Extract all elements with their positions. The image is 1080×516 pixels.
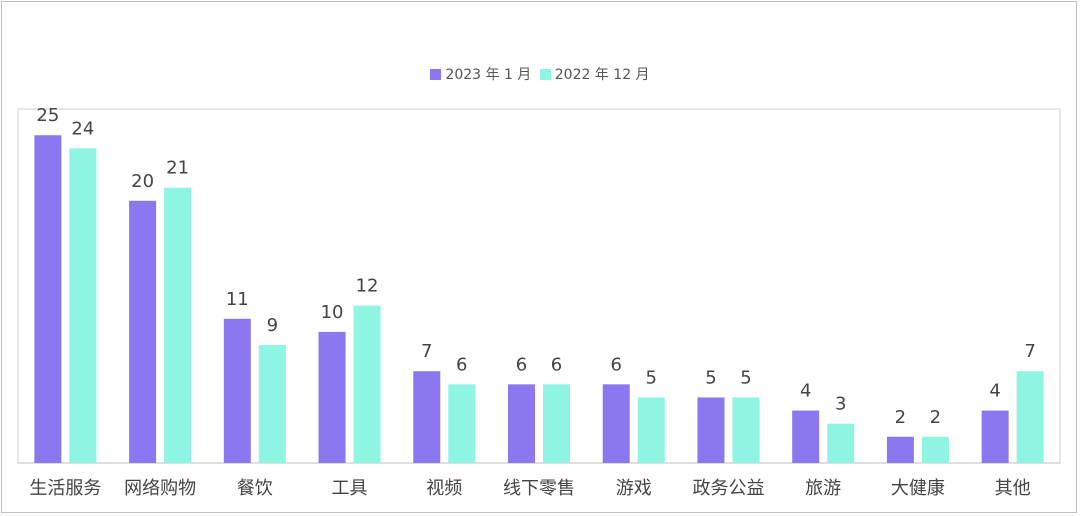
legend-item-series-1: 2023 年 1 月: [430, 64, 531, 84]
bar-2-10: [1016, 371, 1044, 463]
data-label-2-0: 24: [71, 118, 94, 139]
data-label-1-2: 11: [226, 289, 249, 310]
bar-1-7: [697, 397, 725, 463]
bar-2-5: [543, 384, 570, 463]
data-label-1-10: 4: [989, 381, 1000, 402]
bar-1-3: [318, 331, 346, 463]
data-label-1-7: 5: [705, 367, 716, 388]
category-label-6: 游戏: [616, 478, 652, 499]
bar-2-7: [732, 397, 760, 463]
category-label-4: 视频: [426, 478, 462, 499]
bars-group: [34, 135, 1044, 464]
category-label-8: 旅游: [805, 478, 841, 499]
bar-2-4: [448, 384, 476, 463]
bar-2-9: [921, 436, 949, 463]
data-label-1-0: 25: [36, 105, 59, 126]
legend-swatch-series-2: [539, 68, 551, 80]
category-label-10: 其他: [995, 478, 1031, 499]
category-label-7: 政务公益: [692, 478, 764, 499]
data-label-1-5: 6: [516, 354, 527, 375]
category-label-0: 生活服务: [29, 478, 101, 499]
legend-label-series-1: 2023 年 1 月: [445, 67, 532, 83]
category-label-2: 餐饮: [237, 478, 273, 499]
data-label-2-3: 12: [356, 276, 379, 297]
data-label-2-1: 21: [166, 158, 189, 179]
bar-1-4: [413, 371, 441, 463]
category-label-5: 线下零售: [503, 478, 575, 499]
bar-1-5: [508, 384, 535, 463]
bar-1-2: [223, 318, 251, 463]
bar-1-1: [129, 200, 157, 463]
data-label-2-8: 3: [835, 394, 846, 415]
bar-2-3: [353, 305, 381, 463]
legend: 2023 年 1 月 2022 年 12 月: [0, 64, 1080, 84]
bar-1-10: [981, 410, 1009, 463]
category-label-9: 大健康: [891, 478, 945, 499]
data-label-1-8: 4: [800, 381, 811, 402]
data-label-1-1: 20: [131, 171, 154, 192]
category-label-3: 工具: [332, 478, 368, 499]
category-label-1: 网络购物: [124, 478, 196, 499]
bar-2-0: [69, 148, 97, 464]
bar-1-0: [34, 135, 62, 463]
data-label-2-10: 7: [1024, 341, 1035, 362]
bar-1-6: [602, 384, 630, 463]
bar-2-2: [258, 345, 286, 463]
data-label-1-4: 7: [421, 341, 432, 362]
legend-label-series-2: 2022 年 12 月: [554, 67, 650, 83]
data-label-2-5: 6: [551, 354, 562, 375]
data-label-2-2: 9: [267, 315, 278, 336]
bar-1-8: [792, 410, 820, 463]
legend-item-series-2: 2022 年 12 月: [539, 64, 650, 84]
data-label-1-3: 10: [321, 302, 344, 323]
data-label-1-9: 2: [895, 407, 906, 428]
data-label-1-6: 6: [611, 354, 622, 375]
data-label-2-7: 5: [740, 367, 751, 388]
bar-1-9: [886, 436, 914, 463]
data-label-2-6: 5: [646, 367, 657, 388]
bar-2-1: [164, 187, 192, 463]
bar-2-8: [827, 423, 855, 463]
bar-2-6: [637, 397, 665, 463]
data-label-2-4: 6: [456, 354, 467, 375]
data-label-2-9: 2: [930, 407, 941, 428]
legend-swatch-series-1: [430, 68, 442, 80]
